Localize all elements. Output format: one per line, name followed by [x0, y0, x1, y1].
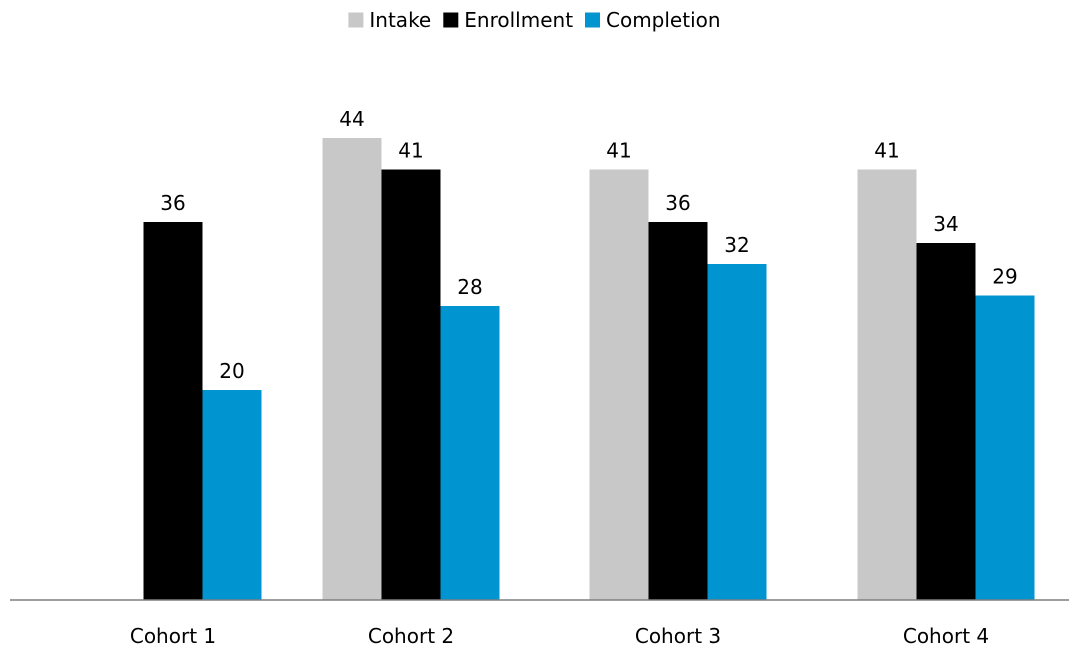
data-label-intake-cohort-3: 41 — [606, 139, 631, 163]
category-label-cohort-2: Cohort 2 — [368, 624, 454, 648]
data-label-intake-cohort-4: 41 — [874, 139, 899, 163]
legend: Intake Enrollment Completion — [348, 8, 721, 32]
bar-intake-cohort-2 — [322, 138, 382, 600]
bar-enrollment-cohort-3 — [648, 222, 708, 600]
data-label-completion-cohort-4: 29 — [992, 265, 1017, 289]
legend-label-intake: Intake — [369, 8, 431, 32]
data-label-completion-cohort-2: 28 — [457, 275, 482, 299]
bar-completion-cohort-1 — [202, 390, 262, 600]
data-label-completion-cohort-3: 32 — [724, 233, 749, 257]
category-label-cohort-3: Cohort 3 — [635, 624, 721, 648]
legend-swatch-intake — [348, 12, 364, 28]
data-labels-group: 36 20 44 41 28 41 36 32 41 34 29 — [160, 107, 1017, 383]
bar-intake-cohort-3 — [589, 169, 649, 600]
legend-label-enrollment: Enrollment — [464, 8, 573, 32]
data-label-enrollment-cohort-4: 34 — [933, 212, 958, 236]
data-label-enrollment-cohort-3: 36 — [665, 191, 690, 215]
bar-enrollment-cohort-4 — [916, 243, 976, 600]
legend-swatch-completion — [585, 12, 600, 28]
legend-label-completion: Completion — [606, 8, 721, 32]
bar-enrollment-cohort-2 — [381, 169, 441, 600]
data-label-completion-cohort-1: 20 — [219, 359, 244, 383]
category-labels-group: Cohort 1 Cohort 2 Cohort 3 Cohort 4 — [130, 624, 989, 648]
bar-completion-cohort-4 — [975, 295, 1035, 600]
category-label-cohort-1: Cohort 1 — [130, 624, 216, 648]
data-label-enrollment-cohort-1: 36 — [160, 191, 185, 215]
data-label-enrollment-cohort-2: 41 — [398, 139, 423, 163]
bars-group — [143, 138, 1035, 600]
category-label-cohort-4: Cohort 4 — [903, 624, 989, 648]
bar-intake-cohort-4 — [857, 169, 917, 600]
bar-enrollment-cohort-1 — [143, 222, 203, 600]
bar-completion-cohort-3 — [707, 264, 767, 600]
legend-swatch-enrollment — [443, 12, 459, 28]
data-label-intake-cohort-2: 44 — [339, 107, 364, 131]
bar-completion-cohort-2 — [440, 306, 500, 600]
